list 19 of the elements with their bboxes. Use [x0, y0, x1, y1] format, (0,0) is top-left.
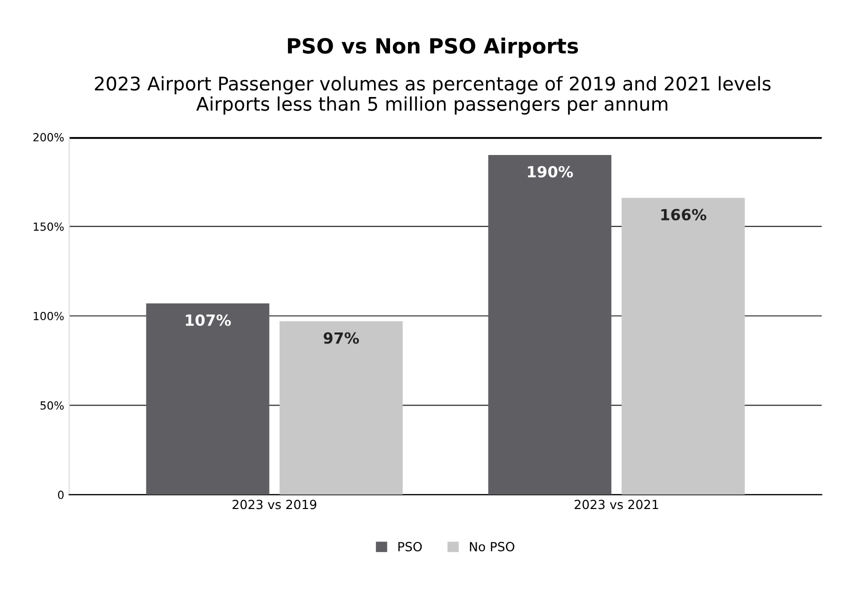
- chart-subtitle: 2023 Airport Passenger volumes as percentage of 2019 and 2021 levels Airports less than 5 million passengers per annum: [94, 76, 771, 115]
- y-tick-label: 200%: [33, 133, 64, 142]
- chart-title: PSO vs Non PSO Airports: [288, 38, 578, 58]
- bar: [622, 198, 745, 495]
- data-label: 97%: [324, 332, 359, 344]
- y-tick-label: 150%: [34, 222, 64, 231]
- legend-label: PSO: [398, 542, 422, 552]
- bar: [146, 303, 270, 495]
- bar: [280, 321, 403, 495]
- y-tick-label: 0: [58, 490, 64, 500]
- y-tick-label: 100%: [34, 312, 64, 320]
- x-tick-label: 2023 vs 2021: [574, 500, 658, 510]
- data-label: 190%: [528, 166, 573, 178]
- y-tick-label: 50%: [40, 401, 64, 410]
- x-tick-label: 2023 vs 2019: [232, 500, 316, 510]
- legend-label: No PSO: [470, 542, 514, 552]
- bar: [488, 154, 612, 495]
- data-label: 166%: [661, 208, 706, 220]
- data-label: 107%: [186, 314, 231, 326]
